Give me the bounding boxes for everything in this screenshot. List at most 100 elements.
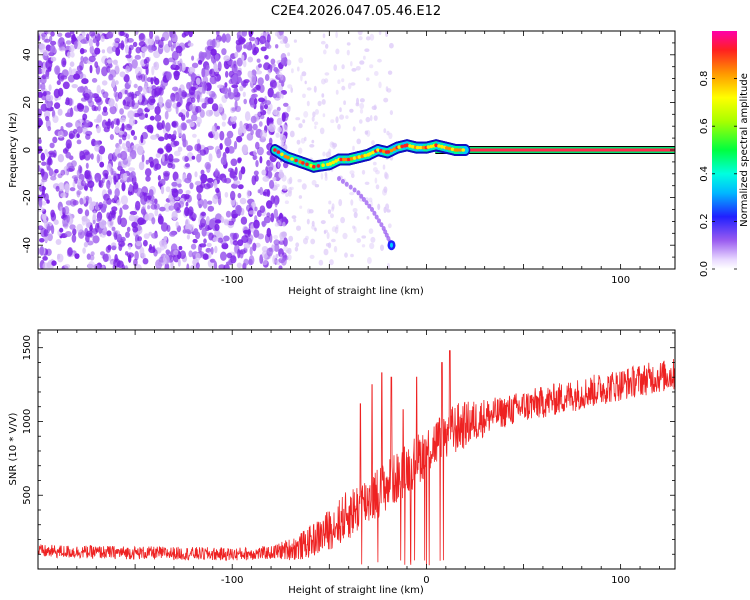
- heatmap-noise-cell: [64, 231, 72, 237]
- bottom-panel: -100 0 100 500 1000 1500 Height of straight …: [8, 329, 676, 596]
- heatmap-noise-cell: [75, 120, 81, 129]
- heatmap-noise-cell: [60, 169, 66, 176]
- heatmap-noise-cell: [329, 141, 334, 148]
- heatmap-noise-cell: [143, 239, 148, 247]
- heatmap-noise-cell: [103, 193, 110, 201]
- heatmap-noise-cell: [164, 133, 169, 140]
- heatmap-noise-cell: [382, 164, 386, 170]
- heatmap-noise-cell: [132, 226, 139, 233]
- heatmap-noise-cell: [77, 103, 85, 112]
- heatmap-noise-cell: [163, 254, 170, 265]
- heatmap-noise-cell: [167, 40, 173, 48]
- heatmap-noise-cell: [51, 260, 57, 267]
- heatmap-noise-cell: [295, 117, 301, 121]
- heatmap-noise-cell: [370, 236, 376, 243]
- heatmap-noise-cell: [137, 85, 143, 92]
- heatmap-noise-cell: [106, 46, 114, 54]
- heatmap-noise-cell: [150, 204, 158, 210]
- heatmap-noise-cell: [232, 233, 238, 243]
- heatmap-noise-cell: [38, 138, 42, 145]
- heatmap-noise-cell: [136, 187, 143, 197]
- colorbar-tick-label: 0.6: [699, 118, 710, 134]
- chart-title: C2E4.2026.047.05.46.E12: [271, 4, 441, 19]
- heatmap-noise-cell: [350, 253, 354, 258]
- heatmap-noise-cell: [92, 235, 100, 244]
- heatmap-noise-cell: [62, 81, 70, 90]
- heatmap-noise-cell: [137, 217, 145, 226]
- heatmap-branch-cell: [359, 193, 364, 199]
- heatmap-noise-cell: [203, 238, 207, 244]
- heatmap-noise-cell: [215, 168, 219, 177]
- heatmap-noise-cell: [266, 227, 272, 238]
- colorbar-tick-label: 0.2: [699, 213, 710, 229]
- heatmap-noise-cell: [89, 31, 96, 37]
- heatmap-noise-cell: [213, 131, 219, 140]
- heatmap-noise-cell: [125, 65, 130, 74]
- heatmap-noise-cell: [233, 180, 241, 185]
- heatmap-noise-cell: [67, 108, 74, 118]
- heatmap-noise-cell: [230, 158, 238, 167]
- heatmap-noise-cell: [288, 235, 294, 242]
- heatmap-noise-cell: [72, 180, 76, 188]
- heatmap-noise-cell: [306, 100, 310, 107]
- ridge-core: [360, 154, 365, 158]
- heatmap-noise-cell: [115, 47, 121, 56]
- heatmap-noise-cell: [57, 38, 63, 48]
- heatmap-noise-cell: [240, 80, 249, 87]
- heatmap-noise-cell: [341, 85, 346, 91]
- heatmap-noise-cell: [259, 186, 264, 196]
- heatmap-noise-cell: [308, 209, 314, 214]
- heatmap-noise-cell: [107, 244, 112, 251]
- heatmap-noise-cell: [130, 129, 135, 136]
- ridge-core: [415, 145, 420, 150]
- heatmap-noise-cell: [55, 185, 60, 192]
- heatmap-noise-cell: [173, 70, 181, 77]
- heatmap-noise-cell: [47, 66, 52, 72]
- heatmap-noise-cell: [291, 68, 294, 74]
- heatmap-noise-cell: [169, 31, 174, 37]
- heatmap-noise-cell: [329, 259, 334, 266]
- heatmap-noise-cell: [163, 240, 168, 250]
- heatmap-noise-cell: [79, 47, 85, 55]
- heatmap-noise-cell: [163, 236, 168, 242]
- heatmap-noise-cell: [169, 198, 175, 206]
- heatmap-noise-cell: [206, 242, 212, 248]
- heatmap-noise-cell: [196, 153, 202, 163]
- heatmap-noise-cell: [80, 55, 84, 63]
- heatmap-noise-cell: [251, 43, 256, 53]
- heatmap-noise-cell: [191, 97, 196, 103]
- heatmap-noise-cell: [241, 235, 249, 244]
- heatmap-noise-cell: [166, 71, 172, 81]
- heatmap-noise-cell: [83, 92, 90, 101]
- heatmap-noise-cell: [62, 217, 69, 227]
- heatmap-noise-cell: [287, 178, 292, 185]
- heatmap-noise-cell: [60, 192, 67, 198]
- heatmap-noise-cell: [57, 253, 61, 260]
- heatmap-noise-cell: [202, 199, 208, 209]
- heatmap-noise-cell: [101, 80, 108, 86]
- ridge-core: [445, 146, 449, 150]
- heatmap-noise-cell: [124, 89, 128, 95]
- heatmap-noise-cell: [140, 206, 146, 216]
- heatmap-noise-cell: [116, 118, 120, 126]
- heatmap-noise-cell: [207, 200, 213, 205]
- heatmap-noise-cell: [272, 255, 276, 265]
- heatmap-noise-cell: [223, 219, 229, 226]
- heatmap-noise-cell: [120, 195, 128, 206]
- heatmap-noise-cell: [96, 125, 101, 134]
- heatmap-noise-cell: [345, 115, 349, 119]
- heatmap-branch-cell: [379, 222, 384, 228]
- heatmap-noise-cell: [211, 103, 219, 112]
- heatmap-noise-cell: [280, 53, 287, 61]
- heatmap-noise-cell: [320, 220, 326, 225]
- heatmap-noise-cell: [213, 62, 218, 73]
- heatmap-noise-cell: [82, 247, 86, 254]
- heatmap-noise-cell: [89, 203, 95, 211]
- heatmap-noise-cell: [42, 256, 48, 261]
- heatmap-noise-cell: [46, 157, 53, 166]
- heatmap-noise-cell: [326, 232, 330, 240]
- heatmap-noise-cell: [278, 91, 282, 98]
- heatmap-noise-cell: [76, 190, 82, 196]
- heatmap-noise-layer: [38, 31, 394, 269]
- heatmap-noise-cell: [39, 43, 45, 53]
